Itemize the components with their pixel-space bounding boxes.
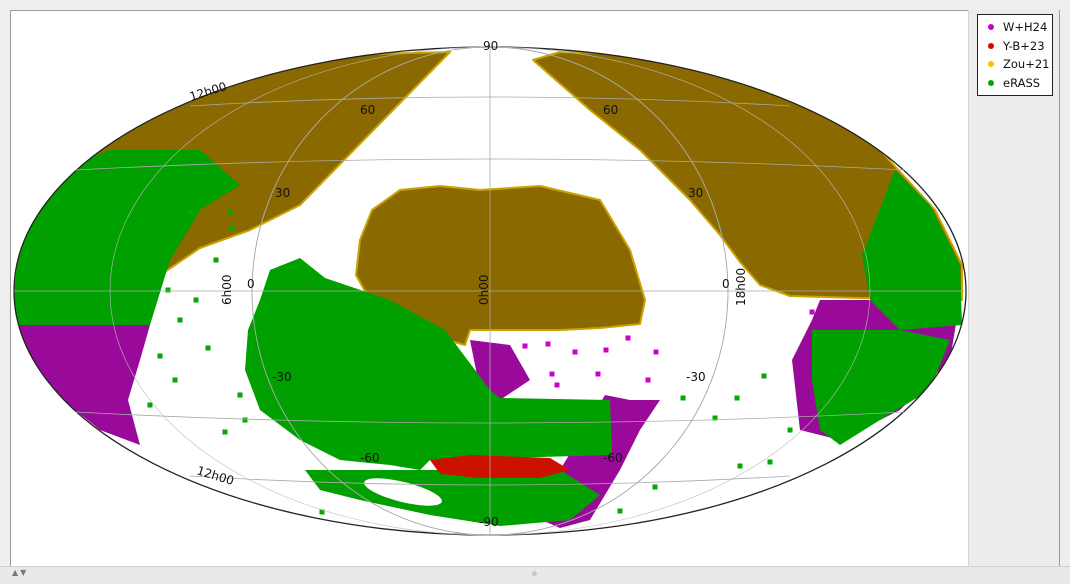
parallel-60s [189, 475, 791, 486]
point-6 [147, 402, 153, 408]
point-19 [680, 395, 686, 401]
legend-label-zou21: Zou+21 [1003, 57, 1050, 72]
lat-label-90: 90 [483, 39, 498, 53]
lat-label-0-right: 0 [722, 277, 730, 291]
point-29 [653, 349, 659, 355]
point-1 [227, 209, 233, 215]
legend-dot-yb23 [988, 42, 994, 49]
legend-item-zou21: Zou+21 [978, 55, 1052, 74]
lat-label-30-right: 30 [688, 186, 703, 200]
region-south-hole [364, 478, 442, 506]
side-strip [968, 10, 1059, 566]
point-21 [213, 257, 219, 263]
point-31 [595, 371, 601, 377]
region-wh24-left [14, 325, 150, 445]
point-7 [237, 392, 243, 398]
point-9 [222, 429, 228, 435]
parallel-60n [189, 96, 791, 107]
lat-label-minus30-left: -30 [272, 370, 292, 384]
legend-item-wh24: W+H24 [978, 18, 1052, 37]
lat-label-60-left: 60 [360, 103, 375, 117]
resize-grip-icon[interactable] [532, 571, 537, 576]
point-8 [242, 417, 248, 423]
point-23 [205, 345, 211, 351]
region-erass-left [14, 150, 240, 325]
point-24 [522, 343, 528, 349]
legend-label-wh24: W+H24 [1003, 20, 1048, 35]
point-32 [645, 377, 651, 383]
survey-regions [14, 51, 963, 528]
lat-label-30-left: 30 [275, 186, 290, 200]
lat-label-minus60-right: -60 [603, 451, 623, 465]
point-18 [712, 415, 718, 421]
lat-label-minus30-right: -30 [686, 370, 706, 384]
point-17 [734, 395, 740, 401]
graticule [13, 46, 967, 536]
scroll-arrows-icon[interactable]: ▲▼ [12, 568, 29, 577]
point-4 [157, 353, 163, 359]
point-13 [737, 463, 743, 469]
point-33 [554, 382, 560, 388]
parallel-30s [75, 411, 905, 424]
legend-dot-wh24 [988, 24, 994, 31]
legend-dot-erass [988, 79, 994, 86]
lon-label-0h: 0h00 [477, 274, 491, 305]
point-34 [809, 309, 815, 315]
region-yb23-south [430, 455, 570, 478]
legend-label-erass: eRASS [1003, 75, 1041, 90]
point-5 [172, 377, 178, 383]
point-28 [625, 335, 631, 341]
point-16 [761, 373, 767, 379]
legend-label-yb23: Y-B+23 [1003, 38, 1045, 53]
legend: W+H24 Y-B+23 Zou+21 eRASS [977, 14, 1053, 96]
legend-item-yb23: Y-B+23 [978, 37, 1052, 56]
bottom-bar: ▲▼ [0, 566, 1070, 584]
point-30 [549, 371, 555, 377]
point-0 [187, 209, 193, 215]
point-26 [572, 349, 578, 355]
point-25 [545, 341, 551, 347]
point-12 [652, 484, 658, 490]
point-11 [617, 508, 623, 514]
lat-label-60-right: 60 [603, 103, 618, 117]
point-15 [787, 427, 793, 433]
legend-dot-zou21 [988, 61, 994, 68]
lat-label-minus90: -90 [479, 515, 499, 529]
point-10 [319, 509, 325, 515]
region-erass-center [245, 258, 612, 470]
region-erass-right-top [862, 170, 962, 330]
point-22 [193, 297, 199, 303]
point-14 [767, 459, 773, 465]
point-2 [165, 287, 171, 293]
parallel-30n [75, 158, 905, 171]
lon-label-6h: 6h00 [220, 274, 234, 305]
lat-label-0-left: 0 [247, 277, 255, 291]
legend-item-erass: eRASS [978, 74, 1052, 93]
region-erass-right-bottom [812, 330, 950, 445]
lon-label-18h: 18h00 [734, 268, 748, 306]
sky-map[interactable]: 90 60 60 30 30 0 0 -30 -30 -60 -60 -90 1… [0, 0, 1070, 566]
lat-label-minus60-left: -60 [360, 451, 380, 465]
point-3 [177, 317, 183, 323]
point-20 [229, 225, 235, 231]
point-27 [603, 347, 609, 353]
